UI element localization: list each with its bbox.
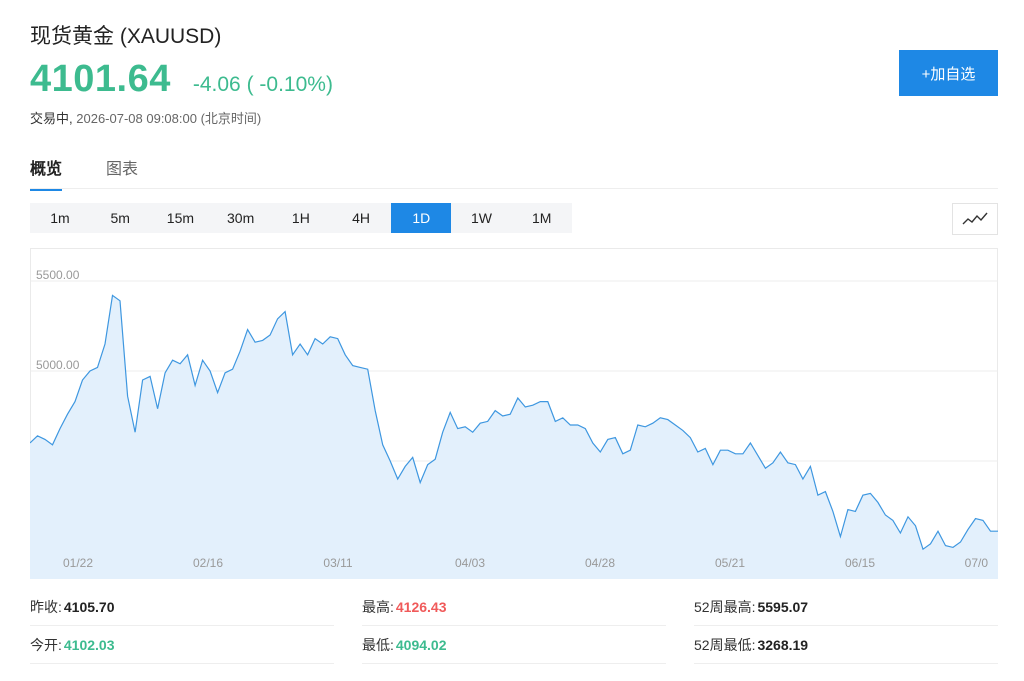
y-tick-label: 5500.00	[36, 268, 80, 282]
x-tick-label: 06/15	[845, 556, 875, 570]
stat-value: 4105.70	[63, 598, 115, 615]
line-chart-icon	[962, 212, 988, 225]
status-label: 交易中,	[30, 111, 73, 126]
stat-value: 4102.03	[63, 636, 115, 653]
stat-label: 昨收:	[30, 598, 62, 615]
stat-value: 4126.43	[395, 598, 447, 615]
tab-chart[interactable]: 图表	[106, 161, 139, 178]
price-row: 4101.64 -4.06 ( -0.10%)	[30, 58, 333, 101]
stat-label: 今开:	[30, 636, 62, 653]
stat-label: 52周最高:	[694, 598, 756, 615]
period-1h[interactable]: 1H	[291, 210, 310, 226]
price-area	[30, 295, 998, 579]
x-tick-label: 04/28	[585, 556, 615, 570]
stat-label: 最低:	[362, 636, 394, 653]
price-line	[30, 294, 998, 551]
x-tick-label: 01/22	[63, 556, 93, 570]
stats-panel: 昨收: 4105.70 最高: 4126.43 52周最高: 5595.07 今…	[30, 588, 998, 664]
stat-label: 52周最低:	[694, 636, 756, 653]
x-tick-label: 02/16	[193, 556, 223, 570]
stat-52w-high: 52周最高: 5595.07	[694, 588, 998, 626]
x-tick-label: 07/0	[965, 556, 989, 570]
stat-high: 最高: 4126.43	[362, 588, 666, 626]
price-change: -4.06 ( -0.10%)	[192, 73, 333, 96]
period-5m[interactable]: 5m	[110, 210, 130, 226]
stat-low: 最低: 4094.02	[362, 626, 666, 664]
price-chart[interactable]: 5500.005000.004500.004000.0001/2202/1603…	[30, 248, 998, 579]
period-4h[interactable]: 4H	[352, 210, 371, 226]
period-selector: 1m 5m 15m 30m 1H 4H 1D 1W 1M	[30, 203, 572, 233]
period-1w[interactable]: 1W	[471, 210, 493, 226]
page-title: 现货黄金 (XAUUSD)	[30, 25, 222, 48]
price-chart-svg: 5500.005000.004500.004000.0001/2202/1603…	[30, 248, 998, 579]
stat-label: 最高:	[362, 598, 394, 615]
timestamp: 2026-07-08 09:08:00 (北京时间)	[76, 111, 262, 126]
current-price: 4101.64	[30, 58, 171, 100]
add-to-watchlist-button[interactable]: +加自选	[899, 50, 998, 96]
period-1d[interactable]: 1D	[391, 203, 452, 233]
x-tick-label: 05/21	[715, 556, 745, 570]
tab-bar: 概览 图表	[30, 155, 182, 191]
stat-value: 5595.07	[757, 598, 809, 615]
trading-status: 交易中, 2026-07-08 09:08:00 (北京时间)	[30, 108, 261, 127]
chart-type-button[interactable]	[952, 203, 998, 235]
y-tick-label: 5000.00	[36, 358, 80, 372]
stat-value: 3268.19	[757, 636, 809, 653]
x-tick-label: 03/11	[323, 556, 352, 570]
tab-overview[interactable]: 概览	[30, 155, 63, 191]
x-tick-label: 04/03	[455, 556, 485, 570]
stat-open: 今开: 4102.03	[30, 626, 334, 664]
stat-52w-low: 52周最低: 3268.19	[694, 626, 998, 664]
period-15m[interactable]: 15m	[166, 210, 195, 226]
period-1mo[interactable]: 1M	[532, 210, 552, 226]
period-1m[interactable]: 1m	[50, 210, 70, 226]
stat-prev-close: 昨收: 4105.70	[30, 588, 334, 626]
tab-divider	[30, 188, 998, 189]
period-30m[interactable]: 30m	[227, 210, 255, 226]
stat-value: 4094.02	[395, 636, 447, 653]
